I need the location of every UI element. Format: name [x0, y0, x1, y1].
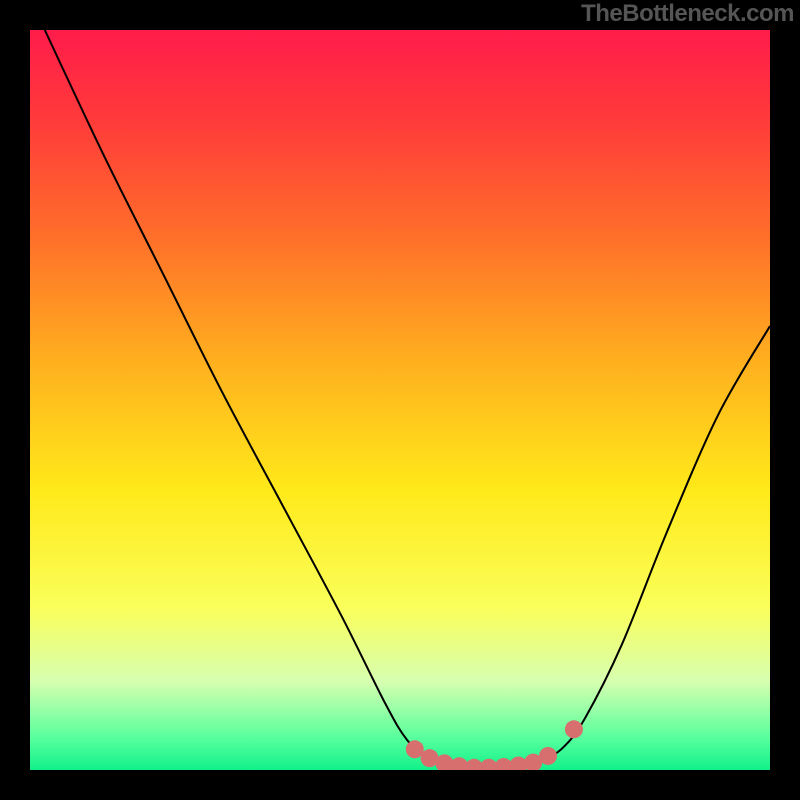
curve-marker	[435, 754, 453, 772]
watermark-text: TheBottleneck.com	[581, 0, 794, 28]
curve-marker	[539, 747, 557, 765]
curve-marker	[565, 720, 583, 738]
chart-plot-area	[30, 30, 770, 770]
chart-frame: TheBottleneck.com	[0, 0, 800, 800]
bottleneck-chart	[0, 0, 800, 800]
